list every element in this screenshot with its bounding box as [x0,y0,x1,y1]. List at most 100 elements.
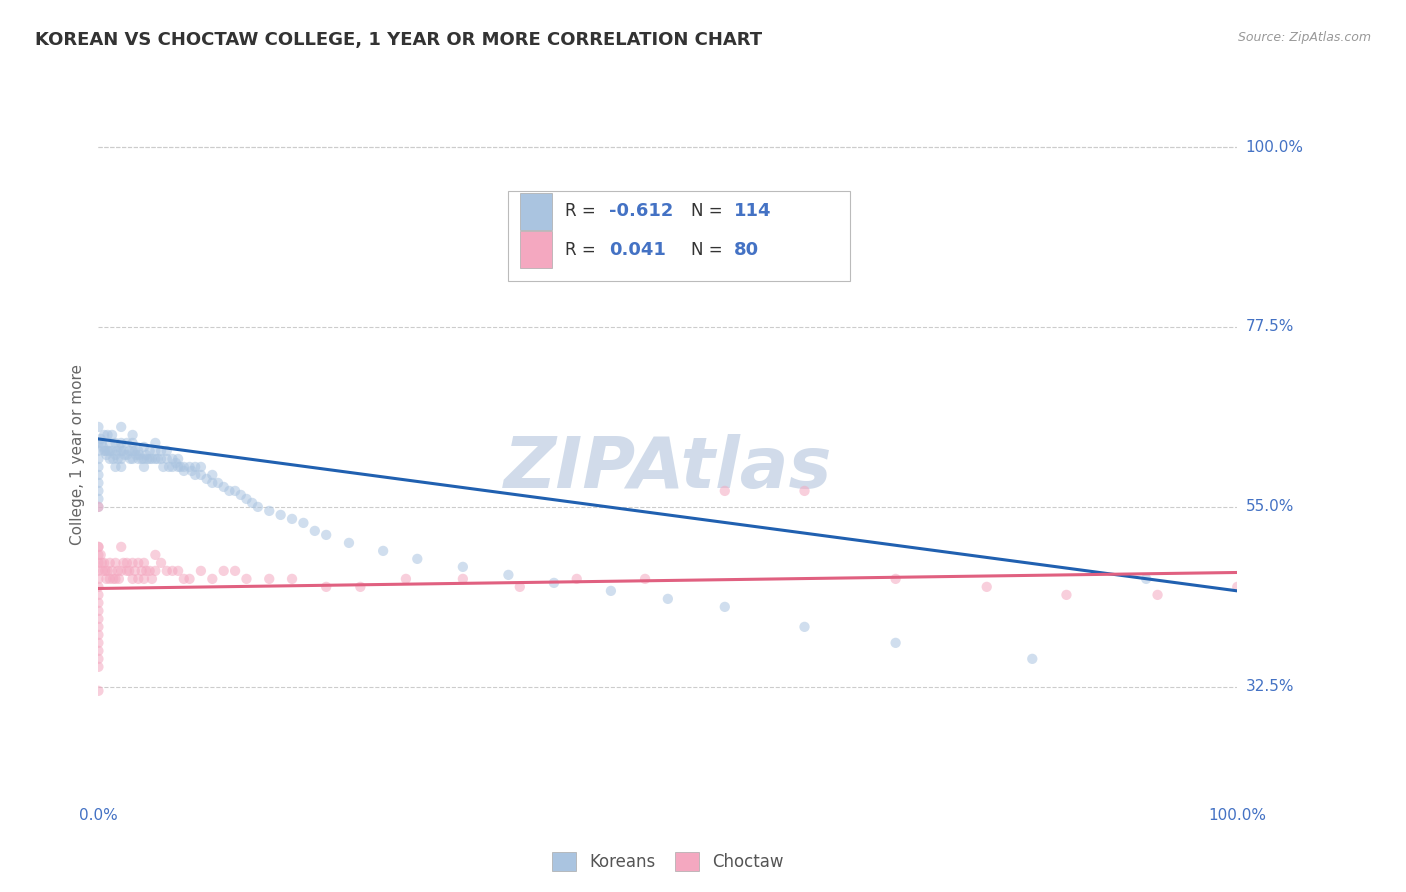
Point [115,556,138,570]
Point [156,451,179,466]
Point [1146,588,1168,602]
Point [98,556,121,570]
Point [107,451,129,466]
Point [451,560,474,574]
Point [315,580,337,594]
Point [150,556,173,570]
Point [112,444,135,458]
Point [201,467,224,482]
FancyBboxPatch shape [509,191,851,281]
Point [190,459,212,474]
Point [96,428,118,442]
Point [229,488,252,502]
Point [98,451,121,466]
Point [87,459,110,474]
Point [235,491,257,506]
Point [121,444,143,458]
Point [156,564,179,578]
Point [156,444,179,458]
Point [132,440,155,454]
Point [212,480,235,494]
Text: Source: ZipAtlas.com: Source: ZipAtlas.com [1237,31,1371,45]
Point [167,459,190,474]
Point [87,540,110,554]
Point [162,451,184,466]
Point [120,451,142,466]
Point [132,572,155,586]
Point [121,556,143,570]
Point [104,572,127,586]
Point [135,564,157,578]
Point [108,440,131,454]
Text: 80: 80 [734,241,759,259]
Point [105,444,128,458]
Point [180,464,202,478]
Point [127,556,149,570]
Point [87,620,110,634]
Point [281,512,304,526]
Point [714,599,737,614]
Text: 32.5%: 32.5% [1246,680,1294,694]
Point [87,548,110,562]
Point [565,572,588,586]
Point [201,475,224,490]
Point [87,644,110,658]
Point [110,459,132,474]
Point [395,572,418,586]
Point [212,564,235,578]
Point [145,451,167,466]
Point [600,583,623,598]
Point [87,612,110,626]
Y-axis label: College, 1 year or more: College, 1 year or more [70,365,86,545]
Point [90,548,112,562]
Point [87,475,110,490]
Point [96,448,118,462]
Text: 114: 114 [734,202,772,220]
Point [110,564,132,578]
Point [195,472,218,486]
Point [132,556,155,570]
Point [87,628,110,642]
Point [201,572,224,586]
Point [121,428,143,442]
Point [259,504,281,518]
Point [165,456,187,470]
Point [235,572,257,586]
Point [145,436,167,450]
Point [884,636,907,650]
Point [976,580,998,594]
Point [115,448,138,462]
Point [110,420,132,434]
Point [509,580,531,594]
Point [112,556,135,570]
Point [87,580,110,594]
Point [281,572,304,586]
Point [337,536,360,550]
Point [145,548,167,562]
Point [246,500,269,514]
Point [108,572,131,586]
Point [93,428,115,442]
Point [167,451,190,466]
Point [124,444,146,458]
Point [103,451,125,466]
Point [121,436,143,450]
Point [87,564,110,578]
Point [114,448,136,462]
Point [125,448,148,462]
Point [90,436,112,450]
Text: N =: N = [690,241,727,259]
Point [135,448,157,462]
Point [173,464,195,478]
Point [179,572,201,586]
Point [104,459,127,474]
Point [87,451,110,466]
Point [131,451,153,466]
Point [103,572,125,586]
Point [91,440,114,454]
Point [793,620,815,634]
Point [93,444,115,458]
Point [190,564,212,578]
Point [224,483,246,498]
Text: ZIPAtlas: ZIPAtlas [503,434,832,503]
